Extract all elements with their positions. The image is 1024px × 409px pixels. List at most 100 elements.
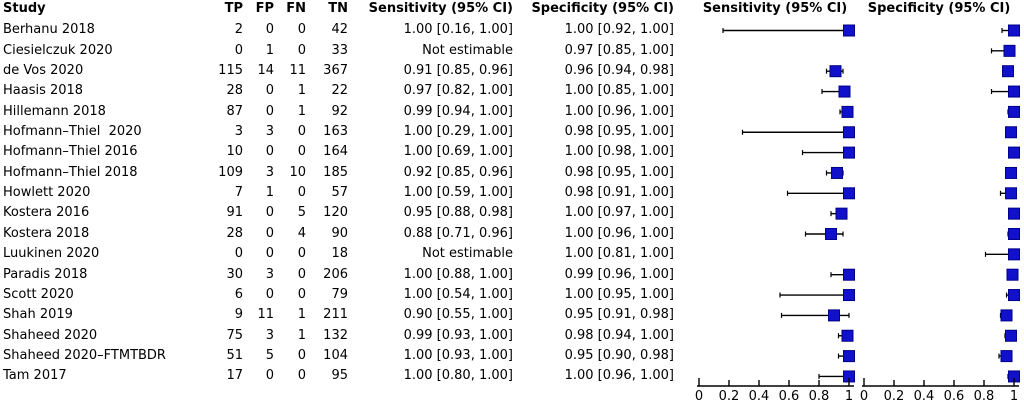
sensitivity-ci-text: 0.88 [0.71, 0.96] bbox=[403, 225, 513, 241]
tp-value: 10 bbox=[226, 144, 243, 160]
column-header-tn: TN bbox=[328, 1, 348, 16]
tp-value: 9 bbox=[234, 307, 243, 323]
tn-value: 95 bbox=[331, 368, 348, 384]
sensitivity-ci-text: 1.00 [0.88, 1.00] bbox=[403, 266, 513, 282]
tp-value: 75 bbox=[226, 327, 243, 343]
point-estimate-marker bbox=[831, 166, 843, 179]
tp-value: 7 bbox=[234, 185, 243, 201]
x-axis-tick-label: 0 bbox=[695, 389, 703, 404]
sensitivity-ci-text: 1.00 [0.16, 1.00] bbox=[403, 22, 513, 38]
fn-value: 1 bbox=[297, 327, 306, 343]
table-row: Haasis 2018 28 0 1 22 0.97 [0.82, 1.00] … bbox=[0, 81, 1024, 101]
table-row: Shah 2019 9 11 1 211 0.90 [0.55, 1.00] 0… bbox=[0, 305, 1024, 325]
sensitivity-ci-text: 0.99 [0.94, 1.00] bbox=[403, 103, 513, 119]
fn-value: 0 bbox=[297, 22, 306, 38]
fp-value: 3 bbox=[265, 327, 274, 343]
point-estimate-marker bbox=[1008, 228, 1020, 240]
point-estimate-marker bbox=[1008, 207, 1020, 220]
fn-value: 4 bbox=[297, 225, 306, 241]
study-label: Shaheed 2020 bbox=[3, 327, 98, 343]
point-estimate-marker bbox=[843, 187, 855, 200]
tp-value: 3 bbox=[234, 124, 243, 140]
x-axis: 0 0.2 0.4 0.6 0.8 1 bbox=[695, 378, 854, 404]
study-label: Howlett 2020 bbox=[3, 185, 91, 201]
fp-value: 0 bbox=[265, 144, 274, 160]
table-row: Hofmann–Thiel 2018 109 3 10 185 0.92 [0.… bbox=[0, 163, 1024, 183]
fn-value: 0 bbox=[297, 286, 306, 302]
column-header-fn: FN bbox=[286, 1, 306, 16]
study-label: de Vos 2020 bbox=[3, 63, 84, 79]
x-axis-tick-label: 0 bbox=[860, 389, 868, 404]
point-estimate-marker bbox=[1003, 44, 1016, 57]
fn-value: 0 bbox=[297, 185, 306, 201]
fn-value: 1 bbox=[297, 83, 306, 99]
tn-value: 18 bbox=[331, 246, 348, 262]
table-row: Berhanu 2018 2 0 0 42 1.00 [0.16, 1.00] … bbox=[0, 20, 1024, 40]
point-estimate-marker bbox=[843, 268, 855, 281]
tp-value: 28 bbox=[226, 83, 243, 99]
fn-value: 5 bbox=[297, 205, 306, 221]
point-estimate-marker bbox=[838, 85, 851, 98]
table-row: Hillemann 2018 87 0 1 92 0.99 [0.94, 1.0… bbox=[0, 102, 1024, 122]
point-estimate-marker bbox=[1008, 105, 1020, 118]
specificity-ci-text: 0.98 [0.95, 1.00] bbox=[564, 164, 674, 180]
tp-value: 30 bbox=[226, 266, 243, 282]
column-header-study: Study bbox=[3, 1, 46, 16]
tp-value: 115 bbox=[218, 63, 243, 79]
tn-value: 211 bbox=[323, 307, 348, 323]
study-label: Hillemann 2018 bbox=[3, 103, 106, 119]
specificity-ci-text: 1.00 [0.96, 1.00] bbox=[564, 368, 674, 384]
x-axis-tick-label: 0.2 bbox=[719, 389, 740, 404]
sensitivity-forest-panel: 0 0.2 0.4 0.6 0.8 1 bbox=[695, 24, 855, 404]
sensitivity-ci-text: 1.00 [0.80, 1.00] bbox=[403, 368, 513, 384]
fp-value: 1 bbox=[265, 42, 274, 58]
column-header-tp: TP bbox=[224, 1, 243, 16]
fp-value: 0 bbox=[265, 83, 274, 99]
table-row: Tam 2017 17 0 0 95 1.00 [0.80, 1.00] 1.0… bbox=[0, 366, 1024, 386]
study-label: Kostera 2018 bbox=[3, 225, 90, 241]
specificity-ci-text: 0.99 [0.96, 1.00] bbox=[564, 266, 674, 282]
table-row: Hofmann–Thiel 2016 10 0 0 164 1.00 [0.69… bbox=[0, 142, 1024, 162]
fn-value: 0 bbox=[297, 246, 306, 262]
study-label: Shaheed 2020–FTMTBDR bbox=[3, 347, 166, 363]
fn-value: 1 bbox=[297, 307, 306, 323]
specificity-ci-text: 1.00 [0.81, 1.00] bbox=[564, 246, 674, 262]
fn-value: 10 bbox=[289, 164, 306, 180]
sensitivity-ci-text: 0.95 [0.88, 0.98] bbox=[403, 205, 513, 221]
specificity-ci-text: 0.98 [0.91, 1.00] bbox=[564, 185, 674, 201]
x-axis-tick-label: 0.4 bbox=[749, 389, 770, 404]
x-axis-tick-label: 0.6 bbox=[779, 389, 800, 404]
point-estimate-marker bbox=[1005, 126, 1017, 139]
study-label: Ciesielczuk 2020 bbox=[3, 42, 113, 58]
study-label: Berhanu 2018 bbox=[3, 22, 95, 38]
tn-value: 79 bbox=[331, 286, 348, 302]
tp-value: 28 bbox=[226, 225, 243, 241]
table-row: Shaheed 2020–FTMTBDR 51 5 0 104 1.00 [0.… bbox=[0, 346, 1024, 366]
table-row: Shaheed 2020 75 3 1 132 0.99 [0.93, 1.00… bbox=[0, 326, 1024, 346]
sensitivity-ci-text: 0.90 [0.55, 1.00] bbox=[403, 307, 513, 323]
study-label: Haasis 2018 bbox=[3, 83, 84, 99]
tn-value: 92 bbox=[331, 103, 348, 119]
study-label: Paradis 2018 bbox=[3, 266, 88, 282]
specificity-ci-text: 0.95 [0.91, 0.98] bbox=[564, 307, 674, 323]
tn-value: 42 bbox=[331, 22, 348, 38]
specificity-ci-text: 0.97 [0.85, 1.00] bbox=[564, 42, 674, 58]
sensitivity-ci-text: 1.00 [0.54, 1.00] bbox=[403, 286, 513, 302]
study-label: Shah 2019 bbox=[3, 307, 73, 323]
fn-value: 1 bbox=[297, 103, 306, 119]
study-label: Hofmann–Thiel 2018 bbox=[3, 164, 138, 180]
study-label: Hofmann–Thiel 2020 bbox=[3, 124, 142, 140]
sensitivity-ci-text: 0.92 [0.85, 0.96] bbox=[403, 164, 513, 180]
column-header-fp: FP bbox=[255, 1, 274, 16]
tn-value: 57 bbox=[331, 185, 348, 201]
x-axis: 0 0.2 0.4 0.6 0.8 1 bbox=[860, 378, 1019, 404]
specificity-ci-text: 1.00 [0.97, 1.00] bbox=[564, 205, 674, 221]
tn-value: 206 bbox=[323, 266, 348, 282]
sensitivity-ci-text: 1.00 [0.29, 1.00] bbox=[403, 124, 513, 140]
fp-value: 3 bbox=[265, 124, 274, 140]
table-row: de Vos 2020 115 14 11 367 0.91 [0.85, 0.… bbox=[0, 61, 1024, 81]
fp-value: 5 bbox=[265, 347, 274, 363]
point-estimate-marker bbox=[1006, 268, 1019, 281]
